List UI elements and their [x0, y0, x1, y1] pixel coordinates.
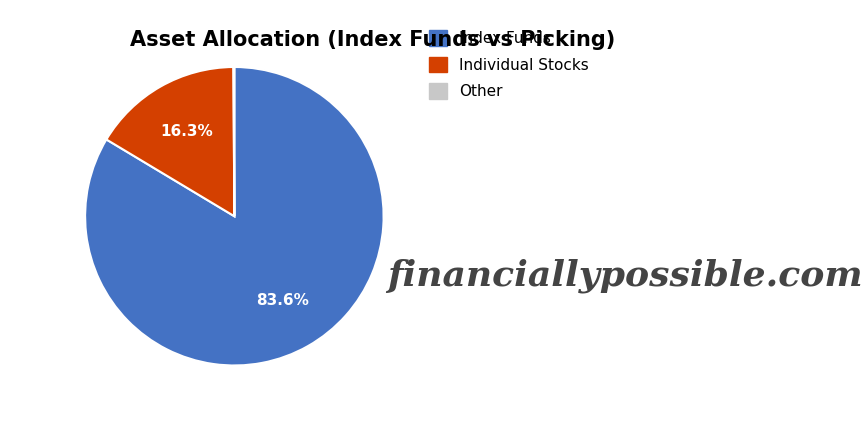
- Wedge shape: [233, 67, 234, 216]
- Wedge shape: [107, 67, 234, 216]
- Wedge shape: [85, 67, 384, 365]
- Text: 83.6%: 83.6%: [256, 293, 309, 308]
- Text: financiallypossible.com: financiallypossible.com: [387, 258, 863, 293]
- Legend: Index Funds, Individual Stocks, Other: Index Funds, Individual Stocks, Other: [429, 30, 589, 99]
- Text: Asset Allocation (Index Funds vs Picking): Asset Allocation (Index Funds vs Picking…: [130, 30, 615, 50]
- Text: 16.3%: 16.3%: [160, 125, 213, 139]
